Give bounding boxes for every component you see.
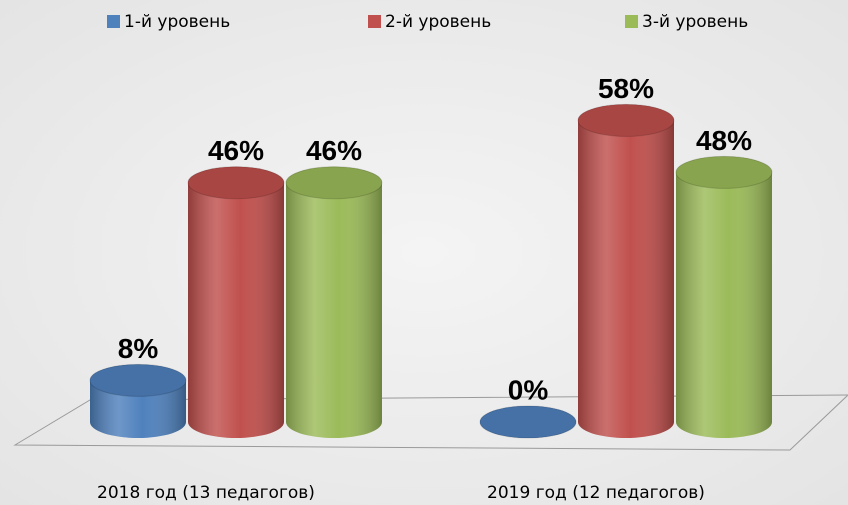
value-label: 58% (598, 73, 654, 104)
cylinder-shade (286, 166, 382, 439)
cylinder-top-shade (286, 166, 382, 199)
value-label: 48% (696, 125, 752, 156)
value-label: 46% (306, 135, 362, 166)
x-tick-label: 2019 год (12 педагогов) (487, 483, 705, 503)
cylinder-top (285, 166, 383, 200)
legend-label: 1-й уровень (124, 12, 230, 32)
legend-swatch (625, 15, 638, 28)
value-label: 46% (208, 135, 264, 166)
x-tick-label: 2018 год (13 педагогов) (97, 483, 315, 503)
cylinder-top-shade (676, 156, 772, 189)
cylinder-shade (676, 156, 772, 438)
legend-swatch (368, 15, 381, 28)
cylinder-top (479, 405, 577, 439)
value-label: 8% (118, 333, 159, 364)
cylinder-top-shade (480, 406, 576, 438)
cylinder-top-shade (578, 104, 674, 137)
cylinder-top (577, 103, 675, 137)
cylinder-top (675, 155, 773, 189)
cylinder-top (187, 166, 285, 200)
cylinder-shade (578, 104, 674, 439)
cylinder-shade (188, 166, 284, 439)
cylinder-top-shade (90, 364, 186, 397)
cylinder-top (89, 363, 187, 397)
cylinder-top-shade (188, 166, 284, 199)
floor (13, 394, 848, 451)
value-label: 0% (508, 374, 549, 405)
legend-swatch (107, 15, 120, 28)
legend-label: 3-й уровень (642, 12, 748, 32)
legend-label: 2-й уровень (385, 12, 491, 32)
